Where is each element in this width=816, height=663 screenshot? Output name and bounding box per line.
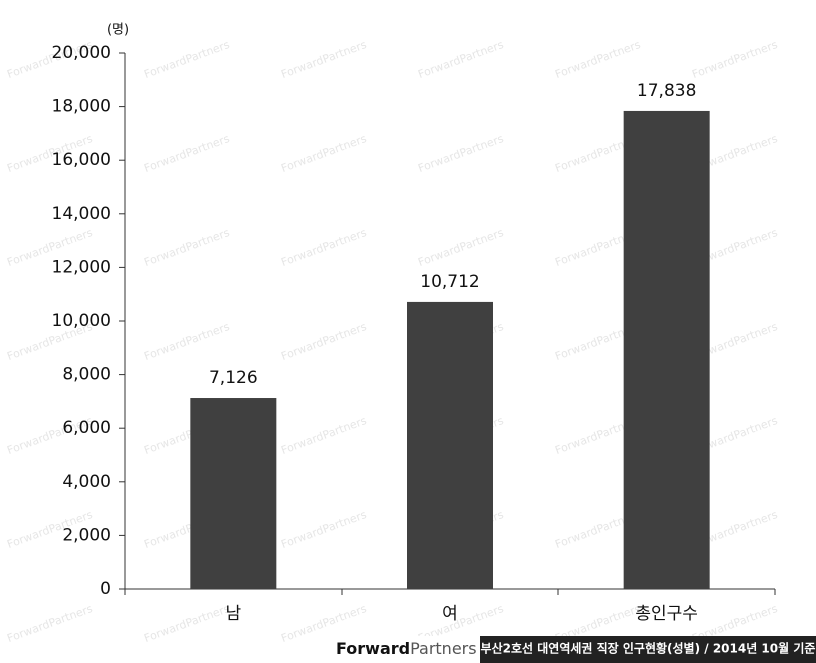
watermark: ForwardPartners xyxy=(553,38,642,81)
watermark: ForwardPartners xyxy=(142,132,231,175)
caption: 부산2호선 대연역세권 직장 인구현황(성별) / 2014년 10월 기준 xyxy=(481,641,816,656)
value-label: 7,126 xyxy=(209,368,258,388)
watermark: ForwardPartners xyxy=(416,132,505,175)
x-tick-label: 총인구수 xyxy=(635,604,698,624)
x-axis-ticks xyxy=(124,589,776,595)
y-tick-label: 2,000 xyxy=(62,525,111,545)
watermark: ForwardPartners xyxy=(142,226,231,269)
y-tick-label: 6,000 xyxy=(62,418,111,438)
value-label: 10,712 xyxy=(420,272,479,292)
unit-label: (명) xyxy=(107,23,129,38)
watermark: ForwardPartners xyxy=(279,226,368,269)
watermark: ForwardPartners xyxy=(279,414,368,457)
watermark: ForwardPartners xyxy=(142,602,231,645)
caption-box xyxy=(480,636,816,663)
brand-box xyxy=(326,636,478,663)
y-tick-label: 16,000 xyxy=(52,150,111,170)
bar xyxy=(407,301,493,589)
bar xyxy=(623,110,710,590)
watermark: ForwardPartners xyxy=(279,508,368,551)
brand-light: Partners xyxy=(410,639,476,658)
watermark: ForwardPartners xyxy=(279,320,368,363)
brand: ForwardPartners xyxy=(336,639,477,658)
y-tick-label: 10,000 xyxy=(52,311,111,331)
y-tick-label: 14,000 xyxy=(52,204,111,224)
brand-bold: Forward xyxy=(336,639,410,658)
watermark: ForwardPartners xyxy=(416,38,505,81)
y-tick-label: 18,000 xyxy=(52,97,111,117)
watermark: ForwardPartners xyxy=(5,602,94,645)
y-tick-label: 12,000 xyxy=(52,257,111,277)
x-tick-label: 여 xyxy=(442,604,458,624)
x-tick-label: 남 xyxy=(226,604,242,624)
watermark: ForwardPartners xyxy=(142,320,231,363)
y-tick-label: 8,000 xyxy=(62,365,111,385)
watermark: ForwardPartners xyxy=(142,38,231,81)
watermark: ForwardPartners xyxy=(279,132,368,175)
watermark: ForwardPartners xyxy=(416,226,505,269)
value-label: 17,838 xyxy=(637,81,696,101)
watermark: ForwardPartners xyxy=(279,38,368,81)
y-tick-label: 4,000 xyxy=(62,472,111,492)
y-tick-label: 0 xyxy=(100,579,111,599)
watermark: ForwardPartners xyxy=(690,38,779,81)
bar xyxy=(190,398,277,589)
y-tick-label: 20,000 xyxy=(52,43,111,63)
